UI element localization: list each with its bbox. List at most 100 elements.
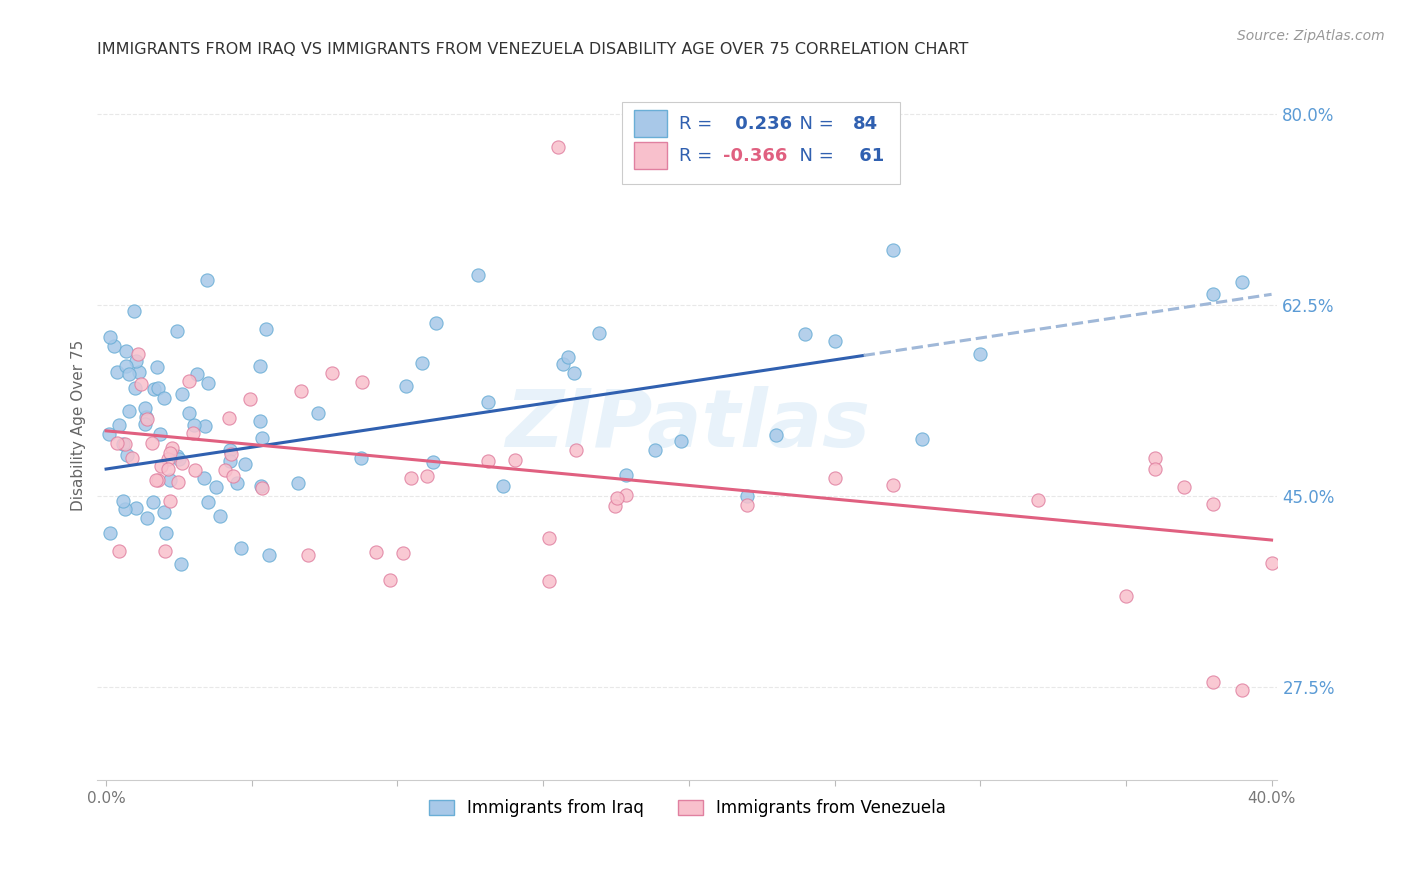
Point xyxy=(166,475,188,489)
Text: R =: R = xyxy=(679,115,718,133)
Bar xyxy=(634,111,668,137)
Point xyxy=(118,368,141,382)
Point xyxy=(105,435,128,450)
Point xyxy=(134,417,156,432)
Point xyxy=(765,428,787,442)
Point xyxy=(172,386,194,401)
Point xyxy=(229,541,252,555)
Point xyxy=(115,344,138,359)
Point xyxy=(1173,480,1195,494)
Point xyxy=(98,329,121,343)
Point xyxy=(735,489,758,503)
Point xyxy=(115,448,138,462)
Y-axis label: Disability Age Over 75: Disability Age Over 75 xyxy=(72,340,86,511)
Point xyxy=(170,557,193,571)
Point xyxy=(148,381,170,395)
Point xyxy=(250,431,273,445)
Point xyxy=(115,359,138,373)
Point xyxy=(170,456,193,470)
Point xyxy=(197,376,219,390)
Point xyxy=(153,391,176,405)
Text: 0.236: 0.236 xyxy=(728,115,792,133)
Point xyxy=(160,441,183,455)
Point xyxy=(605,499,627,513)
Point xyxy=(114,502,136,516)
Point xyxy=(588,326,610,340)
Point xyxy=(321,366,343,380)
Point xyxy=(122,304,145,318)
Point xyxy=(249,359,271,374)
Point xyxy=(669,434,692,448)
Point xyxy=(735,498,758,512)
Point xyxy=(425,316,447,330)
Point xyxy=(422,455,444,469)
Point xyxy=(416,468,439,483)
Point xyxy=(153,505,176,519)
Point xyxy=(146,473,169,487)
Point xyxy=(1232,275,1254,289)
Text: -0.366: -0.366 xyxy=(723,146,787,165)
Point xyxy=(142,494,165,508)
Point xyxy=(218,443,240,458)
Text: N =: N = xyxy=(787,146,839,165)
Point xyxy=(186,367,208,381)
Text: N =: N = xyxy=(787,115,839,133)
Point xyxy=(146,360,169,375)
Point xyxy=(145,473,167,487)
Point xyxy=(1202,497,1225,511)
Point xyxy=(183,418,205,433)
Point xyxy=(150,458,173,473)
Point xyxy=(411,356,433,370)
Point xyxy=(257,548,280,562)
Point xyxy=(1143,462,1166,476)
Point xyxy=(1115,589,1137,603)
Point xyxy=(135,410,157,425)
Point xyxy=(252,481,274,495)
Point xyxy=(249,479,271,493)
Point xyxy=(1260,556,1282,570)
Point xyxy=(492,479,515,493)
Point xyxy=(156,451,179,466)
Point xyxy=(121,451,143,466)
Point xyxy=(167,452,190,467)
Text: R =: R = xyxy=(679,146,718,165)
Point xyxy=(141,436,163,450)
Point xyxy=(364,545,387,559)
Point xyxy=(218,411,240,425)
Point xyxy=(969,347,991,361)
Point xyxy=(136,511,159,525)
Point xyxy=(547,140,569,154)
Point xyxy=(606,491,628,505)
Point xyxy=(222,469,245,483)
Point xyxy=(1202,675,1225,690)
FancyBboxPatch shape xyxy=(623,103,900,184)
Point xyxy=(614,488,637,502)
Point xyxy=(107,544,129,558)
Point xyxy=(1202,286,1225,301)
Point xyxy=(218,453,240,467)
Point xyxy=(537,532,560,546)
Point xyxy=(124,381,146,395)
Text: Source: ZipAtlas.com: Source: ZipAtlas.com xyxy=(1237,29,1385,43)
Point xyxy=(378,573,401,587)
Point xyxy=(155,525,177,540)
Point xyxy=(503,452,526,467)
Point xyxy=(204,480,226,494)
Point xyxy=(214,463,236,477)
Point xyxy=(1232,683,1254,698)
Point xyxy=(112,437,135,451)
Point xyxy=(392,546,415,560)
Point xyxy=(290,384,312,399)
Point xyxy=(467,268,489,283)
Point xyxy=(105,365,128,379)
Point xyxy=(159,446,181,460)
Point xyxy=(614,468,637,483)
Legend: Immigrants from Iraq, Immigrants from Venezuela: Immigrants from Iraq, Immigrants from Ve… xyxy=(420,790,955,825)
Point xyxy=(477,395,499,409)
Point xyxy=(882,477,904,491)
Point xyxy=(112,494,135,508)
Point xyxy=(177,374,200,388)
Point xyxy=(183,426,205,441)
Point xyxy=(149,426,172,441)
Text: ZIPatlas: ZIPatlas xyxy=(505,386,870,465)
